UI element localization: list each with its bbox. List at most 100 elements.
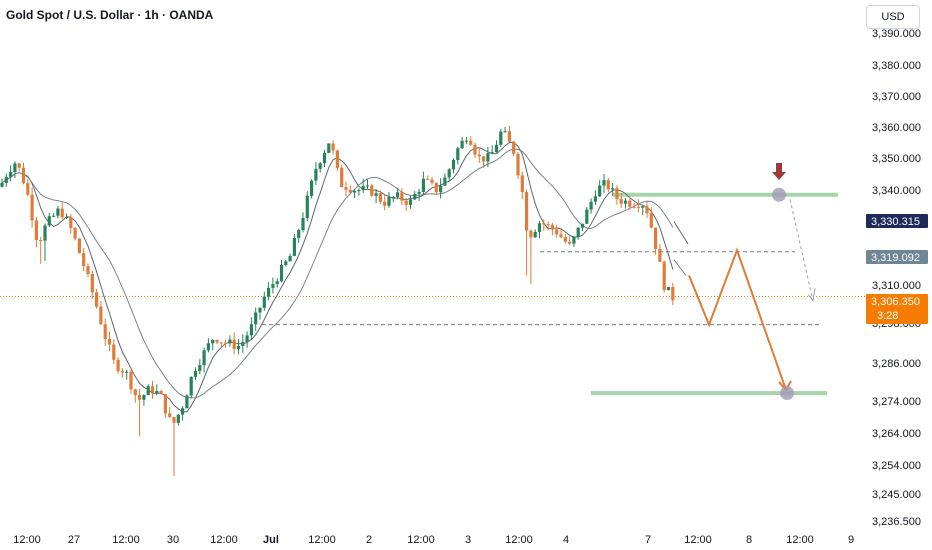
candle-body: [542, 223, 546, 225]
x-tick-label: 2: [366, 534, 372, 546]
candle-body: [370, 185, 374, 196]
candle-body: [297, 230, 301, 238]
candle-body: [254, 312, 258, 325]
x-tick-label: 7: [645, 534, 651, 546]
candle-body: [649, 213, 653, 228]
candle-body: [172, 417, 176, 423]
candle-body: [533, 231, 537, 238]
candle-body: [146, 386, 150, 396]
candle-body: [361, 186, 365, 191]
price-tag-label: 3,306.350: [871, 296, 920, 308]
candle-body: [26, 183, 30, 195]
candle-body: [439, 185, 443, 193]
x-tick-label: 12:00: [407, 534, 435, 546]
candle-body: [129, 371, 133, 390]
candle-body: [279, 264, 284, 282]
x-tick-label: 12:00: [786, 534, 814, 546]
candle-body: [546, 224, 550, 226]
candle-body: [520, 175, 524, 193]
candle-body: [516, 153, 520, 176]
candle-body: [155, 391, 159, 394]
candle-body: [658, 248, 662, 262]
candles: [0, 125, 675, 477]
ma-slow-line: [1, 148, 674, 399]
candle-body: [181, 408, 185, 415]
candle-body: [529, 230, 533, 238]
candle-body: [628, 200, 632, 207]
candle-body: [456, 148, 460, 160]
candle-body: [305, 195, 309, 219]
candle-body: [611, 188, 615, 190]
projection-path: [688, 247, 787, 391]
candle-body: [150, 386, 155, 394]
candle-body: [159, 391, 163, 395]
candle-body: [206, 343, 210, 351]
y-tick-label: 3,370.000: [872, 91, 921, 103]
x-tick-label: 30: [167, 534, 179, 546]
candle-body: [460, 140, 464, 149]
candle-body: [219, 342, 223, 344]
candle-body: [482, 156, 486, 162]
candle-body: [490, 152, 494, 154]
candle-body: [301, 218, 305, 231]
candle-body: [288, 255, 292, 262]
candle-body: [327, 143, 331, 153]
candle-body: [473, 144, 477, 155]
candle-body: [396, 192, 400, 197]
candle-body: [641, 206, 645, 208]
candle-body: [193, 370, 198, 377]
y-tick-label: 3,274.000: [872, 396, 921, 408]
ma-extension: [673, 259, 687, 276]
candle-body: [572, 236, 576, 244]
candle-body: [335, 150, 339, 168]
candle-body: [378, 193, 382, 202]
candle-body: [421, 178, 425, 192]
candle-body: [606, 180, 610, 190]
candle-body: [43, 225, 47, 241]
candle-body: [353, 191, 357, 193]
candle-body: [69, 217, 73, 228]
candle-body: [133, 389, 137, 396]
currency-button[interactable]: USD: [866, 5, 920, 29]
y-tick-label: 3,390.000: [872, 28, 921, 40]
candle-body: [241, 342, 245, 346]
candle-body: [344, 187, 348, 190]
candle-body: [559, 234, 563, 238]
candle-body: [292, 237, 296, 256]
candle-body: [77, 238, 81, 254]
candle-body: [60, 208, 64, 218]
price-tag-label: 3,330.315: [871, 216, 920, 228]
candle-body: [249, 324, 253, 336]
candle-body: [99, 306, 103, 325]
candle-body: [236, 345, 241, 350]
candle-body: [563, 237, 567, 242]
candle-body: [228, 339, 232, 344]
x-tick-label: Jul: [263, 534, 279, 546]
down-arrow-icon: [772, 163, 786, 180]
candle-body: [666, 287, 671, 291]
candle-body: [576, 227, 580, 237]
resistance-marker: [772, 187, 786, 202]
candle-body: [103, 324, 107, 340]
x-tick-label: 12:00: [684, 534, 712, 546]
candle-body: [9, 171, 13, 177]
candle-body: [284, 261, 288, 265]
candle-body: [185, 395, 189, 409]
candle-body: [142, 395, 146, 400]
candle-body: [202, 350, 206, 366]
candle-body: [387, 197, 391, 206]
support-zone: [591, 391, 827, 396]
candle-body: [507, 131, 511, 142]
candle-body: [348, 189, 352, 193]
candle-body: [176, 414, 180, 423]
x-tick-label: 8: [746, 534, 752, 546]
candle-body: [365, 185, 370, 187]
candle-body: [443, 177, 447, 186]
candle-body: [21, 167, 26, 184]
candle-body: [619, 198, 623, 204]
candle-body: [383, 201, 387, 206]
x-tick-label: 27: [68, 534, 80, 546]
drawings: [688, 163, 816, 401]
chart-title: Gold Spot / U.S. Dollar · 1h · OANDA: [6, 8, 214, 22]
